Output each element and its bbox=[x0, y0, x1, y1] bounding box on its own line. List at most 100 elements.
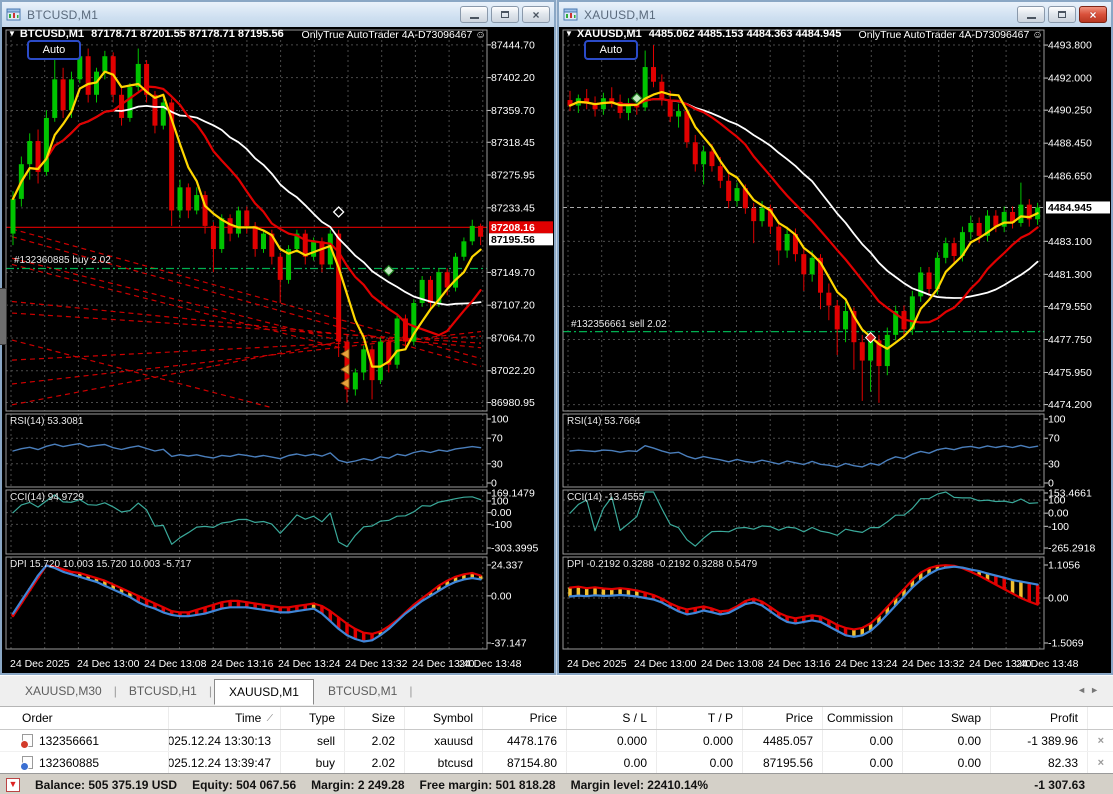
col-symbol[interactable]: Symbol bbox=[404, 707, 482, 729]
tab-btcusd-h1[interactable]: BTCUSD,H1 bbox=[117, 680, 209, 702]
close-order-button[interactable]: × bbox=[1087, 752, 1113, 773]
svg-text:24 Dec 13:00: 24 Dec 13:00 bbox=[634, 658, 697, 670]
col-sl[interactable]: S / L bbox=[566, 707, 656, 729]
mt4-workspace: BTCUSD,M1 × 87444.7087402.2087359.708731… bbox=[0, 0, 1113, 794]
ea-watermark: OnlyTrue AutoTrader 4A-D73096467 ☺ bbox=[859, 29, 1043, 41]
svg-text:-265.2918: -265.2918 bbox=[1048, 543, 1095, 555]
account-summary-bar: ▼ Balance: 505 375.19 USD Equity: 504 06… bbox=[0, 773, 1113, 794]
svg-text:-1.5069: -1.5069 bbox=[1048, 638, 1084, 650]
order-current-price: 87195.56 bbox=[742, 752, 822, 773]
titlebar-btcusd[interactable]: BTCUSD,M1 × bbox=[2, 2, 554, 27]
order-sl: 0.000 bbox=[566, 730, 656, 751]
orders-table-header: Order Time∕ Type Size Symbol Price S / L… bbox=[0, 707, 1113, 730]
restore-icon bbox=[1058, 11, 1066, 18]
svg-text:24.337: 24.337 bbox=[491, 560, 523, 572]
order-time: 2025.12.24 13:39:47 bbox=[168, 752, 280, 773]
chart-canvas-xauusd[interactable]: 4493.8004492.0004490.2504488.4504486.650… bbox=[559, 27, 1111, 673]
order-buy-icon bbox=[22, 756, 33, 769]
col-actions bbox=[1087, 707, 1113, 729]
chart-window-xauusd: XAUUSD,M1 × 4493.8004492.0004490.2504488… bbox=[557, 0, 1113, 675]
auto-button[interactable]: Auto bbox=[584, 40, 638, 60]
symbol-dropdown-icon[interactable]: ▼ bbox=[565, 29, 573, 38]
restore-button[interactable] bbox=[491, 6, 519, 23]
order-row-sell[interactable]: 132356661 2025.12.24 13:30:13 sell 2.02 … bbox=[0, 730, 1113, 752]
auto-button[interactable]: Auto bbox=[27, 40, 81, 60]
svg-text:4474.200: 4474.200 bbox=[1048, 399, 1092, 411]
equity-value: Equity: 504 067.56 bbox=[192, 778, 296, 792]
svg-text:24 Dec 13:24: 24 Dec 13:24 bbox=[835, 658, 898, 670]
tab-xauusd-m30[interactable]: XAUUSD,M30 bbox=[13, 680, 114, 702]
dock-panel-grip[interactable] bbox=[0, 288, 7, 345]
order-size: 2.02 bbox=[344, 730, 404, 751]
col-time[interactable]: Time∕ bbox=[168, 707, 280, 729]
cci-label: CCI(14) 94.9729 bbox=[10, 492, 84, 503]
svg-text:0.00: 0.00 bbox=[491, 507, 512, 519]
svg-text:87022.20: 87022.20 bbox=[491, 365, 535, 377]
terminal-panel: XAUUSD,M30| BTCUSD,H1| XAUUSD,M1 BTCUSD,… bbox=[0, 675, 1113, 794]
col-profit[interactable]: Profit bbox=[990, 707, 1087, 729]
balance-value: Balance: 505 375.19 USD bbox=[35, 778, 177, 792]
order-symbol: xauusd bbox=[404, 730, 482, 751]
svg-text:24 Dec 13:48: 24 Dec 13:48 bbox=[1016, 658, 1079, 670]
scroll-left-icon[interactable]: ◄ bbox=[1077, 685, 1090, 695]
close-button[interactable]: × bbox=[1079, 6, 1107, 23]
sort-ascending-icon: ∕ bbox=[269, 713, 271, 724]
margin-value: Margin: 2 249.28 bbox=[311, 778, 404, 792]
chart-area-xauusd[interactable]: 4493.8004492.0004490.2504488.4504486.650… bbox=[559, 27, 1111, 673]
col-type[interactable]: Type bbox=[280, 707, 344, 729]
trade-annotation: #132360885 buy 2.02 bbox=[14, 255, 111, 266]
col-price[interactable]: Price bbox=[482, 707, 566, 729]
svg-text:70: 70 bbox=[491, 433, 503, 445]
order-commission: 0.00 bbox=[822, 730, 902, 751]
svg-text:1.1056: 1.1056 bbox=[1048, 560, 1080, 572]
chart-area-btcusd[interactable]: 87444.7087402.2087359.7087318.4587275.95… bbox=[2, 27, 554, 673]
svg-text:4479.550: 4479.550 bbox=[1048, 301, 1092, 313]
order-swap: 0.00 bbox=[902, 752, 990, 773]
order-id: 132360885 bbox=[39, 756, 99, 770]
close-order-button[interactable]: × bbox=[1087, 730, 1113, 751]
svg-text:87195.56: 87195.56 bbox=[491, 234, 535, 246]
svg-text:4492.000: 4492.000 bbox=[1048, 73, 1092, 85]
close-icon: × bbox=[532, 9, 539, 21]
scroll-right-icon[interactable]: ► bbox=[1090, 685, 1103, 695]
svg-text:100: 100 bbox=[1048, 495, 1066, 507]
col-price-current[interactable]: Price bbox=[742, 707, 822, 729]
trade-annotation: #132356661 sell 2.02 bbox=[571, 319, 667, 330]
col-commission[interactable]: Commission bbox=[822, 707, 902, 729]
order-open-price: 4478.176 bbox=[482, 730, 566, 751]
tab-xauusd-m1[interactable]: XAUUSD,M1 bbox=[214, 679, 314, 705]
tab-scroll-arrows[interactable]: ◄► bbox=[1077, 685, 1103, 695]
col-swap[interactable]: Swap bbox=[902, 707, 990, 729]
svg-text:24 Dec 13:08: 24 Dec 13:08 bbox=[701, 658, 764, 670]
chart-canvas-btcusd[interactable]: 87444.7087402.2087359.7087318.4587275.95… bbox=[2, 27, 554, 673]
chart-symbol: BTCUSD,M1 bbox=[20, 28, 84, 40]
chart-ohlc: 87178.71 87201.55 87178.71 87195.56 bbox=[91, 28, 284, 40]
rsi-label: RSI(14) 53.3081 bbox=[10, 416, 83, 427]
restore-button[interactable] bbox=[1048, 6, 1076, 23]
close-button[interactable]: × bbox=[522, 6, 550, 23]
svg-text:-100: -100 bbox=[1048, 521, 1069, 533]
svg-text:24 Dec 13:00: 24 Dec 13:00 bbox=[77, 658, 140, 670]
svg-text:70: 70 bbox=[1048, 433, 1060, 445]
svg-text:4488.450: 4488.450 bbox=[1048, 138, 1092, 150]
window-title: XAUUSD,M1 bbox=[584, 8, 656, 22]
chart-symbol: XAUUSD,M1 bbox=[577, 28, 642, 40]
col-tp[interactable]: T / P bbox=[656, 707, 742, 729]
minimize-button[interactable] bbox=[1017, 6, 1045, 23]
svg-text:0.00: 0.00 bbox=[491, 590, 512, 602]
tab-btcusd-m1[interactable]: BTCUSD,M1 bbox=[316, 680, 409, 702]
svg-text:100: 100 bbox=[491, 414, 509, 426]
minimize-button[interactable] bbox=[460, 6, 488, 23]
restore-icon bbox=[501, 11, 509, 18]
order-type: buy bbox=[280, 752, 344, 773]
window-title: BTCUSD,M1 bbox=[27, 8, 98, 22]
titlebar-xauusd[interactable]: XAUUSD,M1 × bbox=[559, 2, 1111, 27]
order-row-buy[interactable]: 132360885 2025.12.24 13:39:47 buy 2.02 b… bbox=[0, 752, 1113, 774]
symbol-dropdown-icon[interactable]: ▼ bbox=[8, 29, 16, 38]
order-sell-icon bbox=[22, 734, 33, 747]
margin-level-value: Margin level: 22410.14% bbox=[571, 778, 708, 792]
svg-text:4477.750: 4477.750 bbox=[1048, 334, 1092, 346]
col-order[interactable]: Order bbox=[16, 711, 168, 725]
col-size[interactable]: Size bbox=[344, 707, 404, 729]
svg-text:24 Dec 13:16: 24 Dec 13:16 bbox=[211, 658, 274, 670]
